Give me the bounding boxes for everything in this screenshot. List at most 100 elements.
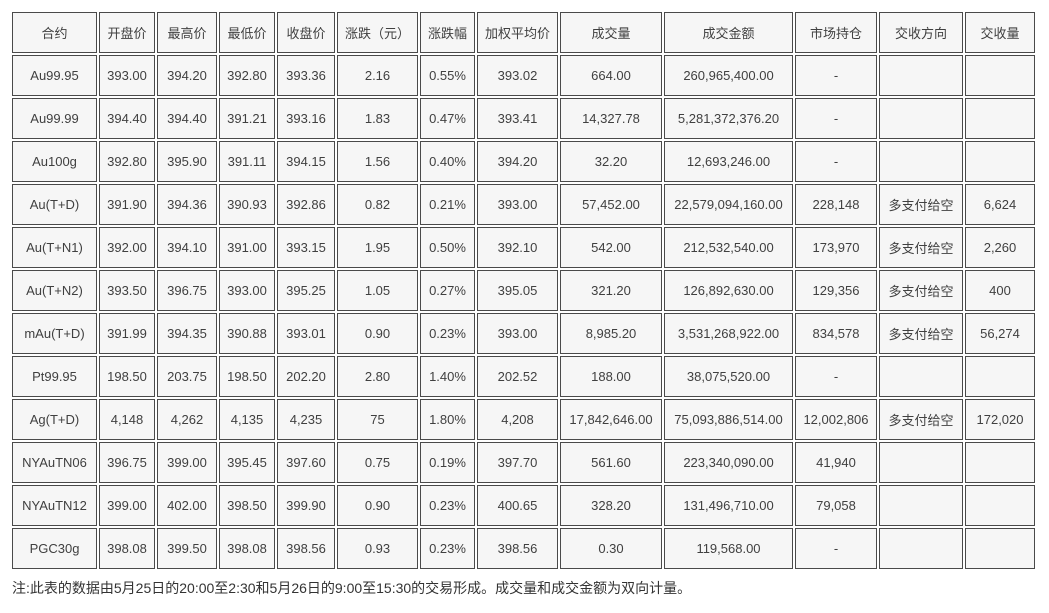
value-cell: 多支付给空	[879, 184, 963, 225]
value-cell: 392.86	[277, 184, 335, 225]
column-header: 开盘价	[99, 12, 155, 53]
table-row: Au(T+N1) 392.00 394.10 391.00 393.15 1.95 0.50…	[12, 227, 1035, 268]
value-cell: 664.00	[560, 55, 662, 96]
value-cell: 3,531,268,922.00	[664, 313, 793, 354]
table-row: Au100g 392.80 395.90 391.11 394.15 1.56 0.40% 3…	[12, 141, 1035, 182]
value-cell: 198.50	[219, 356, 275, 397]
value-cell: 172,020	[965, 399, 1035, 440]
contract-cell: mAu(T+D)	[12, 313, 97, 354]
value-cell	[879, 442, 963, 483]
column-header: 最低价	[219, 12, 275, 53]
value-cell: 17,842,646.00	[560, 399, 662, 440]
value-cell: 390.88	[219, 313, 275, 354]
value-cell: 393.16	[277, 98, 335, 139]
value-cell: 393.00	[99, 55, 155, 96]
value-cell: 4,262	[157, 399, 217, 440]
value-cell: 834,578	[795, 313, 877, 354]
column-header: 涨跌幅	[420, 12, 475, 53]
column-header: 涨跌（元）	[337, 12, 418, 53]
value-cell: 393.50	[99, 270, 155, 311]
value-cell: 多支付给空	[879, 399, 963, 440]
table-row: Au99.99 394.40 394.40 391.21 393.16 1.83 0.47%…	[12, 98, 1035, 139]
value-cell: 398.08	[99, 528, 155, 569]
value-cell	[879, 528, 963, 569]
contract-cell: Au(T+N2)	[12, 270, 97, 311]
value-cell: 393.00	[477, 184, 558, 225]
value-cell: 198.50	[99, 356, 155, 397]
value-cell: 2.16	[337, 55, 418, 96]
value-cell: 391.90	[99, 184, 155, 225]
contract-cell: NYAuTN12	[12, 485, 97, 526]
value-cell	[879, 55, 963, 96]
value-cell: 0.90	[337, 313, 418, 354]
value-cell: 1.56	[337, 141, 418, 182]
value-cell	[965, 485, 1035, 526]
value-cell: 0.40%	[420, 141, 475, 182]
value-cell: 126,892,630.00	[664, 270, 793, 311]
value-cell: 399.90	[277, 485, 335, 526]
column-header: 加权平均价	[477, 12, 558, 53]
value-cell: 0.23%	[420, 528, 475, 569]
table-row: Au99.95 393.00 394.20 392.80 393.36 2.16 0.55%…	[12, 55, 1035, 96]
value-cell: 393.15	[277, 227, 335, 268]
value-cell: 173,970	[795, 227, 877, 268]
table-row: Au(T+D) 391.90 394.36 390.93 392.86 0.82 0.21%…	[12, 184, 1035, 225]
value-cell	[965, 442, 1035, 483]
value-cell	[879, 356, 963, 397]
value-cell: 0.90	[337, 485, 418, 526]
value-cell: 1.80%	[420, 399, 475, 440]
value-cell: 56,274	[965, 313, 1035, 354]
value-cell: 0.23%	[420, 313, 475, 354]
value-cell: -	[795, 141, 877, 182]
value-cell: 0.75	[337, 442, 418, 483]
value-cell: 14,327.78	[560, 98, 662, 139]
value-cell: 398.50	[219, 485, 275, 526]
value-cell: 392.80	[219, 55, 275, 96]
table-row: Pt99.95 198.50 203.75 198.50 202.20 2.80 1.40%…	[12, 356, 1035, 397]
header-row: 合约 开盘价 最高价 最低价 收盘价 涨跌（元） 涨跌幅 加权平均价 成交量 成交金额 市场持仓 交收…	[12, 12, 1035, 53]
value-cell: 2.80	[337, 356, 418, 397]
value-cell: 131,496,710.00	[664, 485, 793, 526]
column-header: 合约	[12, 12, 97, 53]
value-cell: 1.40%	[420, 356, 475, 397]
contract-cell: Ag(T+D)	[12, 399, 97, 440]
value-cell: 212,532,540.00	[664, 227, 793, 268]
value-cell	[879, 141, 963, 182]
value-cell: 0.93	[337, 528, 418, 569]
value-cell: 0.23%	[420, 485, 475, 526]
value-cell: 399.00	[99, 485, 155, 526]
value-cell: 1.05	[337, 270, 418, 311]
value-cell: 75,093,886,514.00	[664, 399, 793, 440]
value-cell: 394.10	[157, 227, 217, 268]
column-header: 最高价	[157, 12, 217, 53]
value-cell: 395.05	[477, 270, 558, 311]
value-cell: 32.20	[560, 141, 662, 182]
value-cell: 0.82	[337, 184, 418, 225]
value-cell: 8,985.20	[560, 313, 662, 354]
value-cell: 57,452.00	[560, 184, 662, 225]
value-cell: 6,624	[965, 184, 1035, 225]
table-row: NYAuTN12 399.00 402.00 398.50 399.90 0.90 0.23…	[12, 485, 1035, 526]
contract-cell: Au100g	[12, 141, 97, 182]
value-cell: 399.50	[157, 528, 217, 569]
value-cell: 75	[337, 399, 418, 440]
column-header: 成交量	[560, 12, 662, 53]
value-cell: 202.20	[277, 356, 335, 397]
value-cell: 0.27%	[420, 270, 475, 311]
value-cell: 394.36	[157, 184, 217, 225]
value-cell: 561.60	[560, 442, 662, 483]
contract-cell: Au(T+D)	[12, 184, 97, 225]
table-row: Au(T+N2) 393.50 396.75 393.00 395.25 1.05 0.27…	[12, 270, 1035, 311]
table-row: mAu(T+D) 391.99 394.35 390.88 393.01 0.90 0.23…	[12, 313, 1035, 354]
column-header: 收盘价	[277, 12, 335, 53]
value-cell: 395.25	[277, 270, 335, 311]
value-cell: 391.11	[219, 141, 275, 182]
value-cell: 395.45	[219, 442, 275, 483]
value-cell: 392.10	[477, 227, 558, 268]
value-cell: -	[795, 528, 877, 569]
table-header: 合约 开盘价 最高价 最低价 收盘价 涨跌（元） 涨跌幅 加权平均价 成交量 成交金额 市场持仓 交收…	[12, 12, 1035, 53]
value-cell: 260,965,400.00	[664, 55, 793, 96]
column-header: 交收方向	[879, 12, 963, 53]
value-cell: 400.65	[477, 485, 558, 526]
